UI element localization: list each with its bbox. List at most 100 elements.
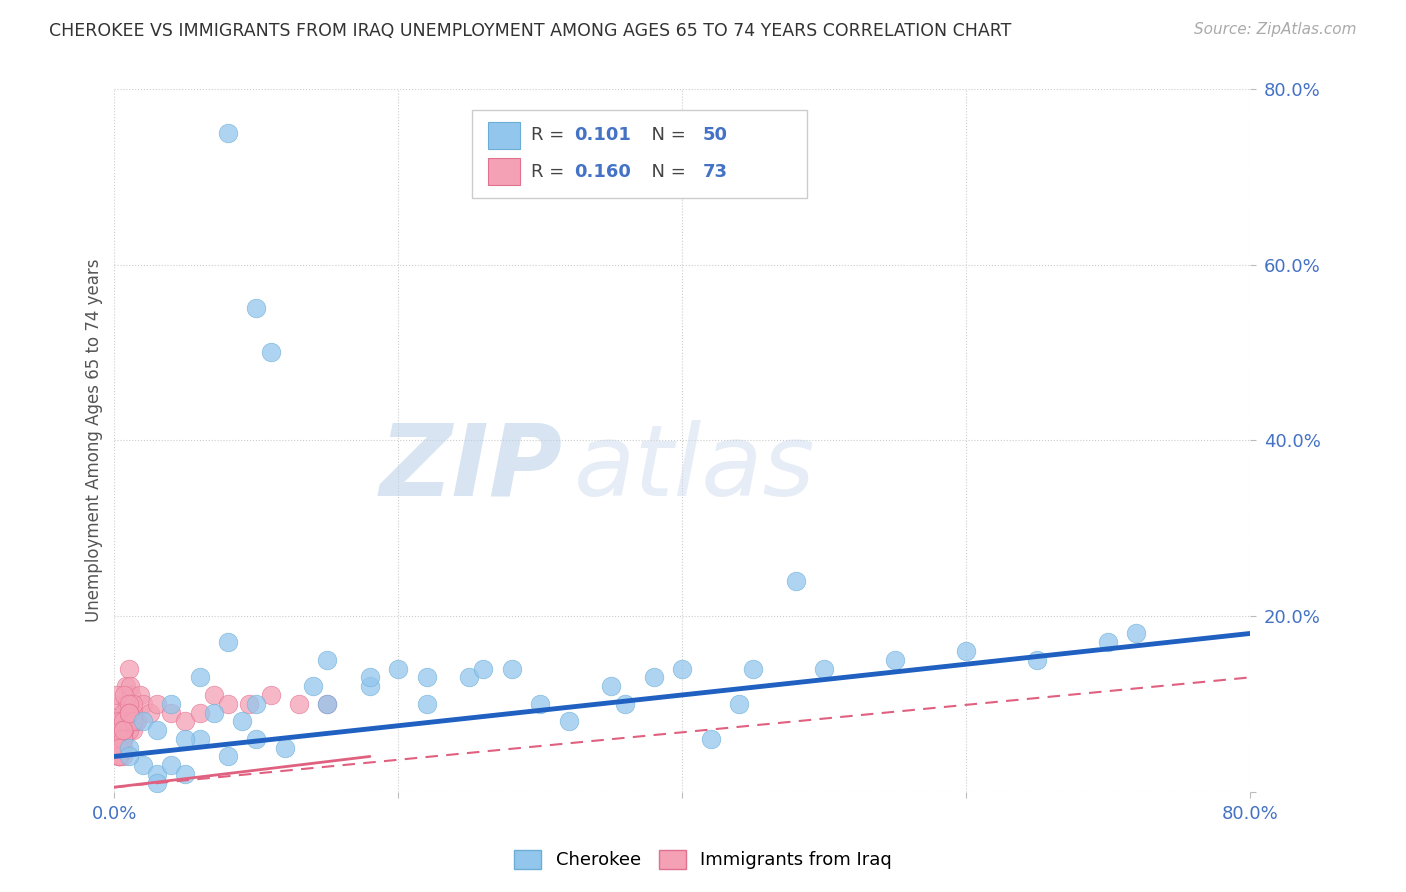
Point: [316, 653, 339, 667]
Point: [160, 697, 183, 711]
Text: CHEROKEE VS IMMIGRANTS FROM IRAQ UNEMPLOYMENT AMONG AGES 65 TO 74 YEARS CORRELAT: CHEROKEE VS IMMIGRANTS FROM IRAQ UNEMPLO…: [49, 22, 1011, 40]
Point: [111, 723, 134, 738]
Point: [114, 679, 136, 693]
Point: [728, 697, 751, 711]
Point: [107, 740, 129, 755]
Point: [245, 301, 267, 316]
Point: [105, 731, 128, 746]
Point: [115, 697, 138, 711]
Point: [118, 679, 141, 693]
Point: [699, 731, 721, 746]
Point: [1097, 635, 1119, 649]
Point: [107, 749, 129, 764]
Text: Source: ZipAtlas.com: Source: ZipAtlas.com: [1194, 22, 1357, 37]
Point: [117, 706, 139, 720]
Point: [107, 749, 129, 764]
Point: [160, 706, 183, 720]
Point: [107, 723, 129, 738]
Point: [111, 731, 134, 746]
Point: [127, 714, 149, 729]
Point: [132, 697, 155, 711]
Text: 50: 50: [703, 127, 728, 145]
Point: [188, 731, 211, 746]
FancyBboxPatch shape: [472, 110, 807, 198]
Point: [146, 697, 169, 711]
Point: [174, 767, 197, 781]
Point: [120, 688, 142, 702]
Point: [359, 679, 381, 693]
Point: [117, 706, 139, 720]
Point: [529, 697, 551, 711]
Point: [117, 740, 139, 755]
Point: [884, 653, 907, 667]
Point: [955, 644, 977, 658]
Text: 0.160: 0.160: [574, 163, 631, 181]
Point: [274, 740, 297, 755]
Point: [107, 749, 129, 764]
Point: [117, 723, 139, 738]
Point: [458, 670, 481, 684]
Text: N =: N =: [640, 127, 692, 145]
Point: [245, 731, 267, 746]
Point: [813, 662, 835, 676]
Point: [108, 731, 131, 746]
Point: [188, 706, 211, 720]
Point: [174, 714, 197, 729]
Point: [107, 740, 129, 755]
Point: [316, 697, 339, 711]
Point: [111, 706, 134, 720]
Point: [359, 670, 381, 684]
Point: [415, 697, 437, 711]
Point: [217, 749, 239, 764]
Point: [107, 731, 129, 746]
Point: [107, 740, 129, 755]
Text: R =: R =: [531, 163, 571, 181]
Point: [112, 706, 135, 720]
Point: [1125, 626, 1147, 640]
Point: [111, 714, 134, 729]
Point: [107, 740, 129, 755]
Point: [174, 731, 197, 746]
Point: [146, 723, 169, 738]
FancyBboxPatch shape: [488, 122, 520, 149]
Point: [160, 758, 183, 772]
Point: [188, 670, 211, 684]
Point: [111, 731, 134, 746]
Point: [129, 688, 152, 702]
Point: [121, 723, 143, 738]
Point: [110, 697, 132, 711]
Point: [139, 706, 162, 720]
FancyBboxPatch shape: [488, 159, 520, 186]
Point: [107, 740, 129, 755]
Point: [112, 723, 135, 738]
Point: [112, 723, 135, 738]
Point: [117, 706, 139, 720]
Point: [107, 740, 129, 755]
Point: [125, 714, 148, 729]
Point: [217, 126, 239, 140]
Point: [117, 697, 139, 711]
Point: [217, 635, 239, 649]
Point: [112, 688, 135, 702]
Point: [202, 688, 225, 702]
Point: [107, 723, 129, 738]
Point: [111, 714, 134, 729]
Point: [121, 697, 143, 711]
Point: [557, 714, 579, 729]
Text: 0.101: 0.101: [574, 127, 631, 145]
Text: atlas: atlas: [574, 420, 815, 516]
Point: [259, 345, 281, 359]
Point: [105, 688, 128, 702]
Point: [115, 706, 138, 720]
Point: [117, 749, 139, 764]
Point: [600, 679, 623, 693]
Point: [302, 679, 325, 693]
Point: [121, 706, 143, 720]
Point: [107, 714, 129, 729]
Point: [111, 731, 134, 746]
Point: [501, 662, 523, 676]
Point: [114, 706, 136, 720]
Point: [742, 662, 765, 676]
Point: [117, 662, 139, 676]
Point: [112, 723, 135, 738]
